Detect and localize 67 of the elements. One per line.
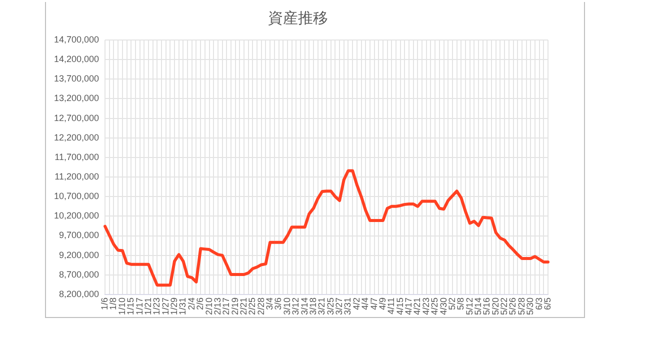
- x-tick-label: 4/7: [368, 297, 379, 310]
- x-tick-label: 1/17: [134, 297, 144, 316]
- x-tick-label: 4/9: [377, 297, 388, 310]
- x-tick-label: 4/21: [412, 297, 422, 316]
- x-tick-label: 6/5: [542, 297, 552, 310]
- x-tick-label: 1/27: [160, 297, 170, 316]
- y-tick-label: 13,700,000: [54, 74, 100, 84]
- y-tick-label: 13,200,000: [54, 93, 100, 104]
- x-tick-label: 4/30: [438, 297, 448, 316]
- y-tick-label: 12,200,000: [54, 132, 100, 142]
- y-tick-label: 14,200,000: [54, 54, 100, 64]
- x-tick-label: 3/12: [290, 297, 301, 316]
- x-tick-label: 5/20: [490, 297, 500, 316]
- x-tick-label: 4/15: [394, 297, 405, 316]
- x-tick-label: 2/10: [204, 297, 214, 316]
- x-tick-label: 1/21: [142, 297, 153, 316]
- x-tick-label: 3/4: [264, 297, 275, 310]
- y-tick-label: 9,200,000: [58, 250, 100, 260]
- x-tick-label: 1/6: [100, 297, 110, 310]
- x-tick-label: 3/10: [282, 297, 292, 316]
- x-tick-label: 5/12: [464, 297, 474, 316]
- x-tick-label: 1/15: [126, 297, 136, 316]
- y-tick-label: 8,200,000: [58, 288, 100, 299]
- x-tick-label: 1/23: [152, 297, 162, 316]
- x-tick-label: 2/4: [186, 297, 196, 310]
- x-tick-label: 4/4: [360, 297, 370, 310]
- x-tick-label: 5/8: [456, 297, 466, 310]
- x-tick-label: 2/19: [230, 297, 240, 316]
- x-tick-label: 2/28: [256, 297, 266, 316]
- y-tick-label: 8,700,000: [58, 269, 100, 280]
- x-tick-label: 4/11: [386, 297, 396, 314]
- y-tick-label: 11,700,000: [54, 152, 100, 162]
- x-tick-label: 2/6: [195, 297, 206, 310]
- x-tick-label: 3/18: [308, 297, 318, 316]
- x-tick-label: 3/21: [316, 297, 327, 316]
- x-tick-label: 1/29: [169, 297, 180, 316]
- x-tick-label: 2/21: [238, 297, 248, 316]
- x-tick-label: 3/6: [273, 297, 284, 310]
- x-tick-label: 2/25: [247, 297, 258, 316]
- x-tick-label: 5/14: [473, 297, 483, 316]
- y-tick-label: 12,700,000: [54, 112, 100, 123]
- y-tick-label: 10,700,000: [54, 191, 100, 202]
- x-tick-label: 5/22: [499, 297, 510, 316]
- x-tick-label: 1/31: [178, 297, 188, 316]
- y-tick-label: 14,700,000: [54, 34, 100, 44]
- x-tick-label: 3/27: [334, 297, 344, 316]
- x-tick-label: 5/30: [525, 297, 536, 316]
- x-tick-label: 4/17: [404, 297, 414, 316]
- x-tick-label: 5/2: [446, 297, 457, 310]
- y-tick-label: 11,200,000: [54, 172, 100, 182]
- y-tick-label: 9,700,000: [58, 230, 100, 240]
- x-tick-label: 5/26: [508, 297, 518, 316]
- x-tick-label: 1/8: [108, 297, 118, 310]
- x-tick-label: 3/14: [299, 297, 310, 316]
- x-tick-label: 2/17: [221, 297, 232, 316]
- x-tick-label: 6/3: [534, 297, 544, 310]
- x-tick-label: 5/28: [516, 297, 526, 316]
- chart-title: 資産推移: [268, 8, 328, 27]
- x-tick-label: 2/13: [212, 297, 222, 316]
- x-tick-label: 3/25: [325, 297, 336, 316]
- x-tick-label: 5/16: [482, 297, 492, 316]
- y-tick-label: 10,200,000: [54, 210, 100, 221]
- x-tick-label: 3/31: [342, 297, 353, 316]
- x-tick-label: 4/23: [420, 297, 431, 316]
- x-tick-label: 1/10: [116, 297, 127, 316]
- x-tick-label: 4/25: [430, 297, 440, 316]
- x-tick-label: 4/2: [351, 297, 362, 310]
